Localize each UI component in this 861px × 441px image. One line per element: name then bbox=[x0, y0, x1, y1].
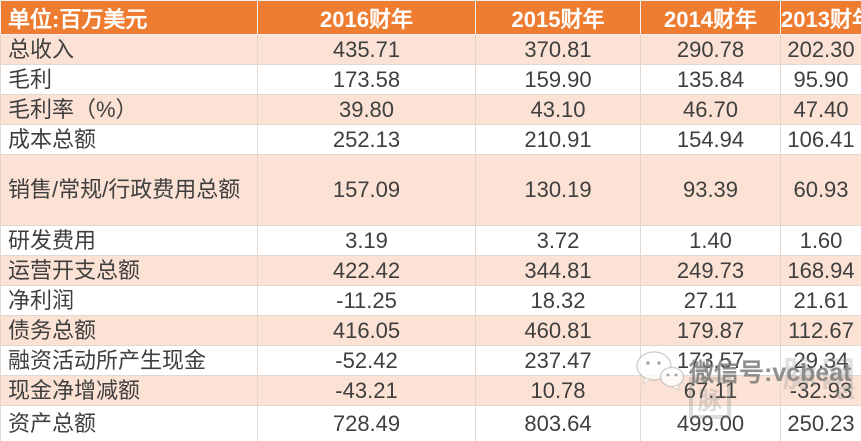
cell-value: 1.60 bbox=[780, 225, 861, 256]
table-body: 总收入 435.71 370.81 290.78 202.30 毛利 173.58 159.9… bbox=[0, 34, 861, 441]
cell-value: 21.61 bbox=[780, 285, 861, 316]
row-label: 毛利 bbox=[0, 64, 258, 95]
table-row: 研发费用 3.19 3.72 1.40 1.60 bbox=[0, 225, 861, 256]
row-label: 净利润 bbox=[0, 285, 258, 316]
header-row: 单位:百万美元2016财年2015财年2014财年2013财年 bbox=[0, 0, 861, 35]
cell-value: 112.67 bbox=[780, 315, 861, 346]
cell-value: 173.57 bbox=[640, 345, 781, 376]
cell-value: 290.78 bbox=[640, 34, 781, 65]
cell-value: 3.72 bbox=[475, 225, 641, 256]
cell-value: 154.94 bbox=[640, 124, 781, 155]
table-row: 毛利 173.58 159.90 135.84 95.90 bbox=[0, 64, 861, 95]
row-label: 销售/常规/行政费用总额 bbox=[0, 154, 258, 226]
cell-value: 422.42 bbox=[257, 255, 476, 286]
cell-value: 106.41 bbox=[780, 124, 861, 155]
cell-value: 135.84 bbox=[640, 64, 781, 95]
table-row: 运营开支总额 422.42 344.81 249.73 168.94 bbox=[0, 255, 861, 286]
cell-value: 43.10 bbox=[475, 94, 641, 125]
row-label: 成本总额 bbox=[0, 124, 258, 155]
table-row: 现金净增减额 -43.21 10.78 67.11 -32.93 bbox=[0, 375, 861, 406]
unit-label: 单位:百万美元 bbox=[0, 0, 258, 35]
cell-value: 67.11 bbox=[640, 375, 781, 406]
cell-value: -43.21 bbox=[257, 375, 476, 406]
cell-value: 210.91 bbox=[475, 124, 641, 155]
cell-value: 237.47 bbox=[475, 345, 641, 376]
cell-value: 159.90 bbox=[475, 64, 641, 95]
table-row: 毛利率（%） 39.80 43.10 46.70 47.40 bbox=[0, 94, 861, 125]
table-row: 资产总额 728.49 803.64 499.00 250.23 bbox=[0, 405, 861, 441]
column-header-2014财年: 2014财年 bbox=[640, 0, 781, 35]
cell-value: 47.40 bbox=[780, 94, 861, 125]
cell-value: 130.19 bbox=[475, 154, 641, 226]
row-label: 毛利率（%） bbox=[0, 94, 258, 125]
row-label: 融资活动所产生现金 bbox=[0, 345, 258, 376]
cell-value: 10.78 bbox=[475, 375, 641, 406]
cell-value: -32.93 bbox=[780, 375, 861, 406]
row-label: 资产总额 bbox=[0, 405, 258, 441]
row-label: 现金净增减额 bbox=[0, 375, 258, 406]
table-header: 单位:百万美元2016财年2015财年2014财年2013财年 bbox=[0, 0, 861, 35]
cell-value: 173.58 bbox=[257, 64, 476, 95]
cell-value: 460.81 bbox=[475, 315, 641, 346]
column-header-2013财年: 2013财年 bbox=[780, 0, 861, 35]
cell-value: 499.00 bbox=[640, 405, 781, 441]
cell-value: -11.25 bbox=[257, 285, 476, 316]
cell-value: 27.11 bbox=[640, 285, 781, 316]
cell-value: 728.49 bbox=[257, 405, 476, 441]
row-label: 总收入 bbox=[0, 34, 258, 65]
cell-value: 39.80 bbox=[257, 94, 476, 125]
table-row: 成本总额 252.13 210.91 154.94 106.41 bbox=[0, 124, 861, 155]
cell-value: 18.32 bbox=[475, 285, 641, 316]
row-label: 债务总额 bbox=[0, 315, 258, 346]
column-header-2016财年: 2016财年 bbox=[257, 0, 476, 35]
cell-value: -52.42 bbox=[257, 345, 476, 376]
column-header-2015财年: 2015财年 bbox=[475, 0, 641, 35]
cell-value: 60.93 bbox=[780, 154, 861, 226]
cell-value: 249.73 bbox=[640, 255, 781, 286]
cell-value: 435.71 bbox=[257, 34, 476, 65]
cell-value: 416.05 bbox=[257, 315, 476, 346]
cell-value: 46.70 bbox=[640, 94, 781, 125]
cell-value: 250.23 bbox=[780, 405, 861, 441]
row-label: 运营开支总额 bbox=[0, 255, 258, 286]
cell-value: 803.64 bbox=[475, 405, 641, 441]
cell-value: 202.30 bbox=[780, 34, 861, 65]
cell-value: 168.94 bbox=[780, 255, 861, 286]
cell-value: 344.81 bbox=[475, 255, 641, 286]
row-label: 研发费用 bbox=[0, 225, 258, 256]
cell-value: 95.90 bbox=[780, 64, 861, 95]
cell-value: 252.13 bbox=[257, 124, 476, 155]
cell-value: 1.40 bbox=[640, 225, 781, 256]
cell-value: 93.39 bbox=[640, 154, 781, 226]
cell-value: 179.87 bbox=[640, 315, 781, 346]
table-row: 总收入 435.71 370.81 290.78 202.30 bbox=[0, 34, 861, 65]
cell-value: 3.19 bbox=[257, 225, 476, 256]
cell-value: 370.81 bbox=[475, 34, 641, 65]
table-row: 债务总额 416.05 460.81 179.87 112.67 bbox=[0, 315, 861, 346]
table-row: 销售/常规/行政费用总额 157.09 130.19 93.39 60.93 bbox=[0, 154, 861, 226]
table-row: 融资活动所产生现金 -52.42 237.47 173.57 29.34 bbox=[0, 345, 861, 376]
cell-value: 29.34 bbox=[780, 345, 861, 376]
cell-value: 157.09 bbox=[257, 154, 476, 226]
table-row: 净利润 -11.25 18.32 27.11 21.61 bbox=[0, 285, 861, 316]
